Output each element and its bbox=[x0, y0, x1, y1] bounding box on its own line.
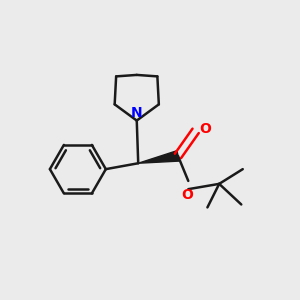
Text: N: N bbox=[131, 106, 142, 120]
Polygon shape bbox=[138, 151, 179, 163]
Text: O: O bbox=[199, 122, 211, 136]
Text: O: O bbox=[181, 188, 193, 202]
